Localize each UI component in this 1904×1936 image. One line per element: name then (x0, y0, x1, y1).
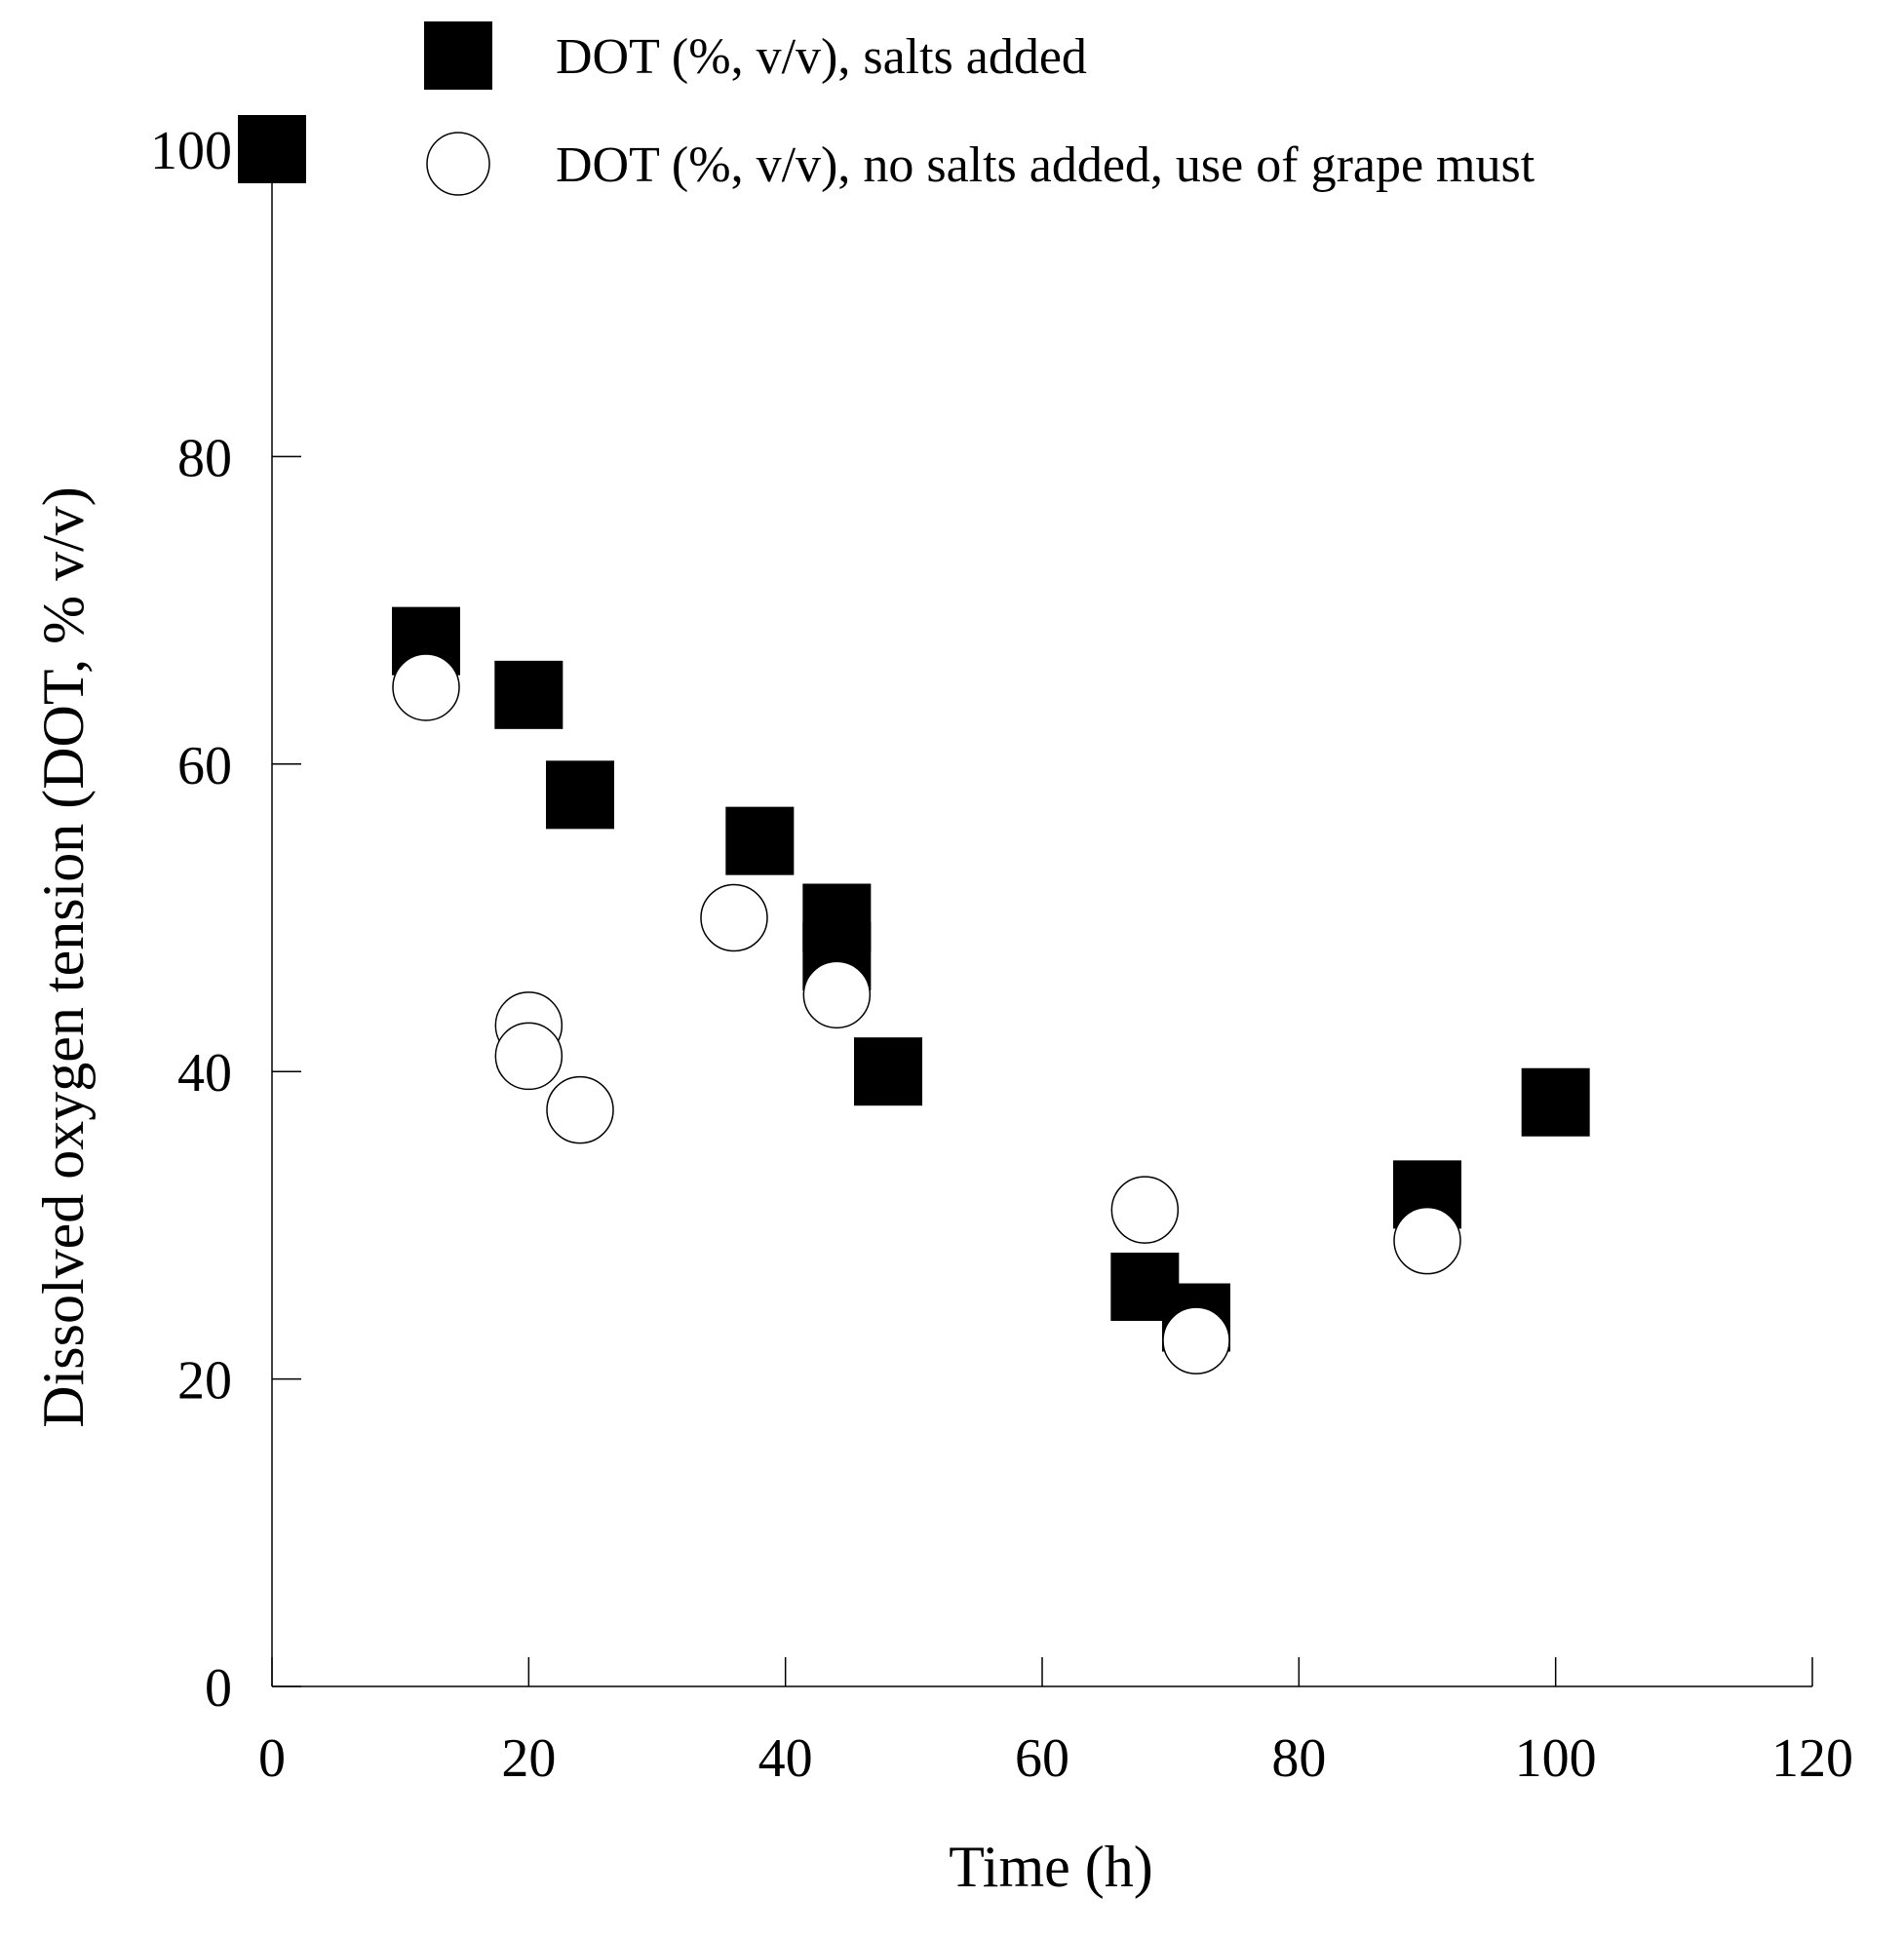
x-tick-label: 100 (1515, 1728, 1597, 1789)
y-tick-label: 40 (177, 1043, 232, 1104)
x-tick-label: 40 (758, 1728, 813, 1789)
data-point-salts-added (238, 115, 306, 183)
data-point-salts-added (546, 760, 614, 830)
x-tick-label: 80 (1271, 1728, 1326, 1789)
y-tick-label: 60 (177, 736, 232, 796)
data-point-no-salts (1162, 1306, 1230, 1375)
series-salts-added (238, 115, 1590, 1352)
legend-marker-no-salts (426, 132, 490, 196)
x-tick-label: 0 (258, 1728, 286, 1789)
data-point-no-salts (546, 1075, 614, 1144)
x-axis-title: Time (h) (949, 1835, 1152, 1899)
data-point-no-salts (1393, 1206, 1461, 1275)
y-tick-label: 20 (177, 1351, 232, 1412)
data-point-no-salts (494, 1022, 563, 1091)
y-tick-label: 0 (205, 1658, 232, 1719)
legend-label-salts-added: DOT (%, v/v), salts added (556, 29, 1087, 85)
x-tick-label: 60 (1015, 1728, 1069, 1789)
y-axis-title: Dissolved oxygen tension (DOT, % v/v) (31, 486, 96, 1427)
y-tick-label: 100 (150, 121, 232, 181)
data-point-no-salts (802, 960, 872, 1029)
data-point-salts-added (1521, 1067, 1590, 1137)
y-axis-ticks: 0 20 40 60 80 100 (150, 121, 301, 1719)
data-point-salts-added (725, 806, 795, 875)
data-point-salts-added (494, 660, 563, 729)
x-tick-label: 120 (1771, 1728, 1853, 1789)
data-point-no-salts (392, 653, 460, 721)
y-tick-label: 80 (177, 428, 232, 488)
x-axis-ticks: 0 20 40 60 80 100 120 (258, 1657, 1853, 1789)
data-point-salts-added (854, 1037, 922, 1106)
legend-label-no-salts: DOT (%, v/v), no salts added, use of gra… (556, 137, 1535, 193)
data-point-no-salts (1110, 1176, 1180, 1244)
data-point-no-salts (700, 883, 768, 952)
legend: DOT (%, v/v), salts added DOT (%, v/v), … (424, 21, 1535, 196)
x-tick-label: 20 (501, 1728, 556, 1789)
legend-marker-salts-added (424, 21, 492, 90)
series-no-salts (392, 653, 1461, 1375)
